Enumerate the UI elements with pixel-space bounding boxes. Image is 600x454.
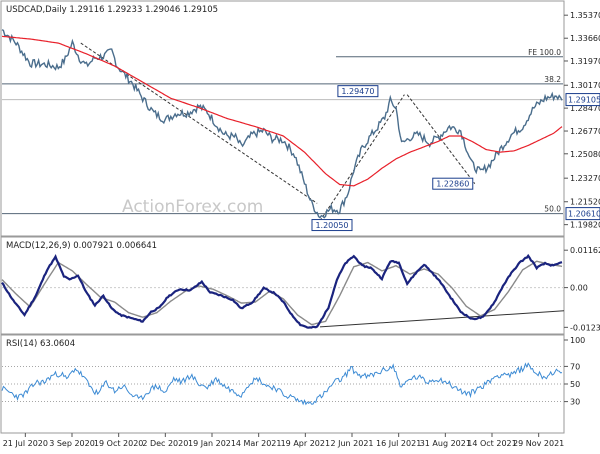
last-price-box bbox=[565, 93, 600, 107]
fib-level-label: 50.0 bbox=[544, 205, 561, 214]
price-y-tick-label: 1.23270 bbox=[570, 174, 600, 183]
price-y-tick-label: 1.26770 bbox=[570, 127, 600, 136]
price-y-tick-label: 1.33660 bbox=[570, 34, 600, 43]
price-annotation-box bbox=[432, 177, 474, 190]
macd-signal-line bbox=[1, 260, 563, 326]
price-y-tick-label: 1.35370 bbox=[570, 11, 600, 20]
level-value-label: 1.20610 bbox=[568, 210, 600, 219]
last-price-label: 1.29105 bbox=[568, 96, 600, 105]
price-panel: ActionForex.com FE 100.0 38.2 50.0 1.29470… bbox=[0, 0, 600, 237]
price-panel-frame bbox=[0, 0, 565, 237]
x-tick-label: 4 Mar 2021 bbox=[236, 439, 282, 448]
x-tick-label: 19 Oct 2020 bbox=[94, 439, 143, 448]
x-tick-label: 19 Jan 2021 bbox=[188, 439, 236, 448]
macd-y-tick-label: 0.011629 bbox=[570, 246, 600, 255]
x-tick-label: 2 Dec 2020 bbox=[142, 439, 188, 448]
moving-average-line bbox=[1, 35, 563, 187]
macd-y-axis: 0.011629 0.00 -0.012348 bbox=[564, 246, 600, 332]
price-annotation-label: 1.22860 bbox=[436, 180, 469, 189]
macd-y-tick-label: -0.012348 bbox=[570, 323, 600, 332]
x-tick-label: 19 Apr 2021 bbox=[281, 439, 330, 448]
x-tick-label: 14 Oct 2021 bbox=[467, 439, 516, 448]
macd-panel-frame bbox=[0, 236, 565, 335]
rsi-panel: RSI(14) 63.0604 100 70 50 30 bbox=[0, 334, 585, 434]
fib-level-label: 38.2 bbox=[544, 75, 561, 84]
fib-level-label: FE 100.0 bbox=[528, 48, 561, 57]
x-tick-label: 31 Aug 2021 bbox=[420, 439, 471, 448]
rsi-reference-lines bbox=[2, 365, 563, 403]
rsi-y-tick-label: 70 bbox=[570, 362, 580, 371]
macd-y-tick-label: 0.00 bbox=[570, 284, 588, 293]
x-tick-label: 16 Jul 2021 bbox=[376, 439, 421, 448]
price-annotation-label: 1.20050 bbox=[315, 221, 348, 230]
price-y-tick-label: 1.19820 bbox=[570, 221, 600, 230]
level-value-box bbox=[565, 207, 600, 221]
rsi-line bbox=[1, 362, 563, 406]
trend-line bbox=[406, 94, 476, 184]
price-levels: FE 100.0 38.2 50.0 bbox=[2, 48, 563, 215]
rsi-title: RSI(14) 63.0604 bbox=[6, 339, 75, 349]
price-y-tick-label: 1.30170 bbox=[570, 81, 600, 90]
x-tick-label: 2 Jun 2021 bbox=[330, 439, 373, 448]
rsi-y-tick-label: 50 bbox=[570, 380, 580, 389]
price-value-boxes: 1.29105 1.20610 bbox=[565, 93, 600, 221]
macd-panel: MACD(12,26,9) 0.007921 0.006641 0.011629… bbox=[0, 236, 600, 335]
price-annotations: 1.29470 1.22860 1.20050 bbox=[311, 85, 474, 232]
price-y-tick-label: 1.28470 bbox=[570, 104, 600, 113]
x-tick-label: 21 Jul 2020 bbox=[3, 439, 48, 448]
watermark-text: ActionForex.com bbox=[122, 197, 263, 217]
macd-trendline bbox=[319, 310, 565, 328]
rsi-y-tick-label: 100 bbox=[570, 336, 585, 345]
price-y-tick-label: 1.25080 bbox=[570, 150, 600, 159]
macd-line bbox=[1, 253, 563, 329]
rsi-y-axis: 100 70 50 30 bbox=[564, 336, 585, 407]
price-annotation-box bbox=[337, 85, 379, 98]
price-y-tick-label: 1.31970 bbox=[570, 57, 600, 66]
rsi-y-tick-label: 30 bbox=[570, 398, 580, 407]
price-y-axis: 1.35370 1.33660 1.31970 1.30170 1.28470 1.267… bbox=[564, 11, 600, 230]
x-tick-label: 29 Nov 2021 bbox=[513, 439, 564, 448]
price-title: USDCAD,Daily 1.29116 1.29233 1.29046 1.2… bbox=[6, 5, 218, 15]
x-tick-label: 3 Sep 2020 bbox=[49, 439, 95, 448]
price-annotation-box bbox=[311, 219, 353, 232]
price-annotation-label: 1.29470 bbox=[341, 87, 374, 96]
price-y-tick-label: 1.21520 bbox=[570, 198, 600, 207]
trend-line bbox=[319, 94, 405, 222]
macd-title: MACD(12,26,9) 0.007921 0.006641 bbox=[6, 241, 157, 251]
